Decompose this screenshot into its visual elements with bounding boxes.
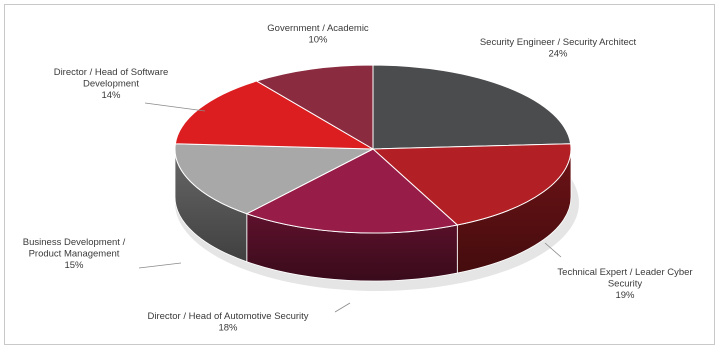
slice-label-3-line-1: Product Management [29, 249, 120, 260]
slice-value-label-3: 15% [64, 260, 84, 271]
pie-slice-4 [174, 80, 374, 150]
pie-slice-1 [371, 143, 572, 226]
pie-slice-5 [255, 64, 374, 150]
slice-label-2-line-0: Director / Head of Automotive Security [147, 311, 308, 322]
slice-label-5-line-0: Government / Academic [267, 23, 369, 34]
slice-label-1-line-0: Technical Expert / Leader Cyber [557, 267, 692, 278]
slice-label-1-line-1: Security [608, 279, 643, 290]
chart-frame: Security Engineer / Security Architect 24… [4, 4, 715, 345]
slice-value-label-1: 19% [615, 290, 635, 301]
leader-line-2 [334, 302, 351, 313]
slice-label-4-line-1: Development [83, 79, 139, 90]
pie-slice-2 [245, 148, 459, 234]
leader-line-4 [144, 102, 206, 112]
slice-label-3-line-0: Business Development / [23, 237, 126, 248]
slice-value-label-4: 14% [101, 90, 121, 101]
slice-value-label-0: 24% [548, 49, 568, 60]
leader-line-1 [544, 242, 562, 258]
pie-chart: Security Engineer / Security Architect24… [23, 23, 693, 334]
slice-value-label-2: 18% [218, 323, 238, 334]
pie-slice-0 [372, 64, 572, 150]
slice-value-label-5: 10% [308, 35, 328, 46]
leader-line-3 [138, 262, 182, 269]
pie-slice-3 [174, 143, 374, 215]
slice-label-0-line-0: Security Engineer / Security Architect [480, 37, 637, 48]
slice-label-4-line-0: Director / Head of Software [54, 67, 169, 78]
